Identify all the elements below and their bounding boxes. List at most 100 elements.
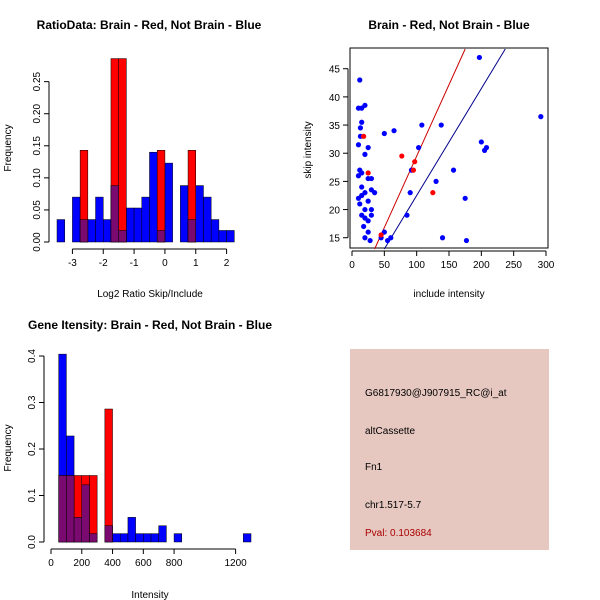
brain-point <box>365 170 371 176</box>
intensity-blue-bar <box>119 533 129 543</box>
intensity-x-tick-label: 0 <box>48 558 54 569</box>
ratio-blue-bar <box>149 151 158 243</box>
info-panel: G6817930@J907915_RC@i_at altCassette Fn1… <box>350 349 549 550</box>
intensity-red-bar <box>89 475 98 543</box>
info-event-type: altCassette <box>365 426 415 437</box>
not-brain-point <box>355 173 362 179</box>
scatter-x-tick-label: 300 <box>538 260 555 271</box>
ratio-y-tick-label: 0.15 <box>32 136 43 156</box>
not-brain-point <box>438 122 444 128</box>
brain-point <box>410 167 417 173</box>
ratio-x-tick-label: 2 <box>224 258 230 269</box>
intensity-overlap-bar <box>104 525 113 543</box>
ratio-y-tick-label: 0.05 <box>32 200 43 220</box>
brain-point <box>378 232 384 238</box>
ratio-red-bar <box>118 58 127 243</box>
not-brain-point <box>361 223 367 230</box>
ratio-blue-bar <box>56 219 65 243</box>
info-location: chr1.517-5.7 <box>365 500 422 511</box>
intensity-x-tick-label: 1200 <box>224 558 247 569</box>
ratio-blue-bar <box>141 196 150 243</box>
intensity-x-tick-label: 200 <box>73 558 90 569</box>
scatter-y-tick-label: 40 <box>329 93 341 104</box>
ratio-histogram-axes: -3 -2 -1 0 1 2 0.00 0.05 0.10 0.15 0.20 0.25 <box>32 71 230 269</box>
scatter-x-tick-label: 100 <box>408 260 425 271</box>
ratio-blue-bar <box>164 162 173 243</box>
intensity-histogram-ylabel: Frequency <box>3 424 14 471</box>
intensity-histogram-bars <box>58 353 252 543</box>
scatter-x-tick-label: 200 <box>473 260 490 271</box>
scatter-x-tick-label: 50 <box>379 260 391 271</box>
not-brain-point <box>476 54 482 61</box>
not-brain-point <box>483 144 490 151</box>
ratio-blue-bar <box>133 207 143 243</box>
ratio-blue-bar <box>210 219 220 243</box>
ratio-blue-bar <box>103 219 112 243</box>
ratio-blue-bar <box>195 185 204 243</box>
info-gene-name: Fn1 <box>365 462 383 473</box>
not-brain-point <box>365 144 371 151</box>
intensity-blue-bar <box>150 533 159 543</box>
intensity-blue-bar <box>173 533 183 543</box>
ratio-blue-bar <box>72 196 81 243</box>
intensity-blue-bar <box>158 525 167 543</box>
intensity-histogram-xlabel: Intensity <box>131 590 168 600</box>
ratio-y-tick-label: 0.10 <box>32 168 43 188</box>
not-brain-point <box>439 235 446 241</box>
scatter-x-tick-label: 0 <box>349 260 355 271</box>
intensity-blue-bar <box>135 533 144 543</box>
ratio-histogram-xlabel: Log2 Ratio Skip/Include <box>97 289 203 300</box>
not-brain-point <box>365 198 371 204</box>
intensity-histogram-panel: Gene Itensity: Brain - Red, Not Brain - … <box>3 318 272 600</box>
intensity-overlap-bar <box>66 475 75 543</box>
not-brain-point <box>368 212 374 218</box>
intensity-overlap-bar <box>89 533 98 543</box>
ratio-x-tick-label: 1 <box>193 258 199 269</box>
not-brain-point <box>359 184 365 190</box>
intensity-x-tick-label: 600 <box>135 558 152 569</box>
not-brain-point <box>362 206 368 213</box>
not-brain-point <box>462 195 468 201</box>
not-brain-point <box>367 237 373 244</box>
ratio-blue-bar <box>226 230 235 243</box>
ratio-histogram-ylabel: Frequency <box>3 124 14 171</box>
ratio-y-tick-label: 0.20 <box>32 104 43 124</box>
not-brain-point <box>368 175 374 182</box>
not-brain-point <box>362 235 368 241</box>
intensity-histogram-axes: 0 200 400 600 800 1200 0.0 0.1 0.2 0.3 0.4 <box>27 349 247 569</box>
not-brain-point <box>478 139 484 145</box>
info-pval: Pval: 0.103684 <box>365 528 432 539</box>
not-brain-point <box>365 218 371 224</box>
not-brain-point <box>368 206 374 213</box>
intensity-histogram-title: Gene Itensity: Brain - Red, Not Brain - … <box>28 318 272 332</box>
not-brain-point <box>357 125 364 131</box>
ratio-blue-bar <box>218 230 227 243</box>
scatter-y-tick-label: 25 <box>329 177 341 188</box>
ratio-histogram-bars <box>56 58 235 243</box>
ratio-overlap-bar <box>156 230 166 243</box>
not-brain-point <box>362 151 368 157</box>
intensity-blue-bar <box>243 533 252 543</box>
intensity-y-tick-label: 0.4 <box>27 349 38 363</box>
not-brain-point <box>357 201 363 207</box>
intensity-x-tick-label: 800 <box>166 558 183 569</box>
scatter-xlabel: include intensity <box>413 289 484 300</box>
scatter-x-tick-label: 250 <box>505 260 522 271</box>
info-panel-background <box>350 349 549 550</box>
intensity-blue-bar <box>127 517 136 543</box>
brain-point <box>430 190 436 196</box>
not-brain-point <box>538 114 544 120</box>
ratio-blue-bar <box>203 196 212 243</box>
scatter-y-tick-label: 45 <box>329 65 341 76</box>
brain-point <box>361 133 367 139</box>
ratio-blue-bar <box>180 185 189 243</box>
scatter-x-tick-label: 150 <box>441 260 458 271</box>
ratio-blue-bar <box>87 219 96 243</box>
ratio-blue-bar <box>126 207 135 243</box>
intensity-y-tick-label: 0.0 <box>27 535 38 549</box>
not-brain-point <box>372 190 378 196</box>
ratio-overlap-bar <box>187 219 197 243</box>
not-brain-point <box>381 130 387 137</box>
scatter-plot-box <box>349 47 549 249</box>
info-gene-id: G6817930@J907915_RC@i_at <box>365 388 507 399</box>
